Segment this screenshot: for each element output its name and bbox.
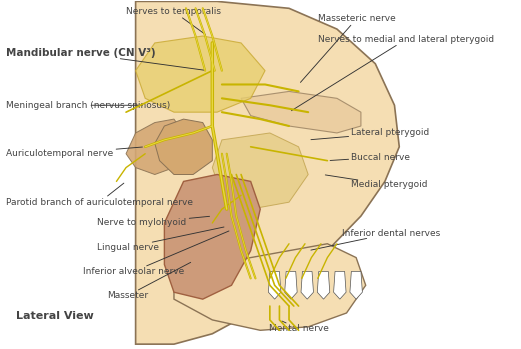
Text: Nerves to temporalis: Nerves to temporalis (127, 7, 221, 35)
Polygon shape (135, 36, 265, 112)
Polygon shape (155, 119, 213, 174)
Polygon shape (301, 272, 314, 299)
Text: Lateral View: Lateral View (16, 311, 94, 321)
Text: Lingual nerve: Lingual nerve (97, 227, 224, 252)
Text: Parotid branch of auriculotemporal nerve: Parotid branch of auriculotemporal nerve (6, 183, 193, 207)
Polygon shape (174, 244, 366, 330)
Polygon shape (165, 174, 260, 299)
Text: Masseteric nerve: Masseteric nerve (301, 14, 395, 82)
Text: Auriculotemporal nerve: Auriculotemporal nerve (6, 147, 142, 158)
Polygon shape (350, 272, 363, 299)
Text: Nerve to mylohyoid: Nerve to mylohyoid (97, 216, 209, 228)
Text: Buccal nerve: Buccal nerve (330, 153, 411, 162)
Polygon shape (135, 1, 399, 344)
Text: Inferior alveolar nerve: Inferior alveolar nerve (83, 231, 229, 276)
Polygon shape (333, 272, 346, 299)
Text: Mental nerve: Mental nerve (269, 321, 329, 333)
Polygon shape (268, 272, 281, 299)
Text: Inferior dental nerves: Inferior dental nerves (311, 229, 440, 250)
Polygon shape (284, 272, 297, 299)
Text: Medial pterygoid: Medial pterygoid (325, 175, 428, 190)
Text: Masseter: Masseter (107, 262, 191, 300)
Polygon shape (213, 133, 308, 209)
Polygon shape (126, 119, 183, 174)
Text: Mandibular nerve (CN V³): Mandibular nerve (CN V³) (6, 48, 205, 70)
Polygon shape (317, 272, 330, 299)
Text: Nerves to medial and lateral pterygoid: Nerves to medial and lateral pterygoid (291, 35, 494, 111)
Text: Lateral pterygoid: Lateral pterygoid (311, 128, 430, 140)
Text: Meningeal branch (nervus spinosus): Meningeal branch (nervus spinosus) (6, 101, 170, 110)
Polygon shape (241, 91, 361, 133)
